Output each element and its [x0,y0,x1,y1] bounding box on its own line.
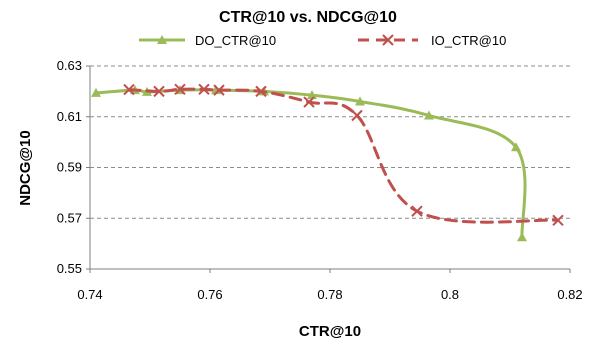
x-axis-title: CTR@10 [299,323,361,340]
data-point-io-ctr-10 [174,83,186,96]
data-point-io-ctr-10 [411,205,423,217]
y-tick-label: 0.61 [57,109,82,124]
y-tick-label: 0.57 [57,210,82,225]
data-point-io-ctr-10 [213,84,225,96]
legend-item-io-ctr-10: IO_CTR@10 [358,33,506,48]
y-tick-label: 0.55 [57,261,82,276]
data-point-do-ctr-10 [307,90,317,100]
data-point-do-ctr-10 [511,142,521,152]
legend-label-do-ctr-10: DO_CTR@10 [195,33,276,48]
series-line-do-ctr-10 [94,88,527,239]
legend-item-do-ctr-10: DO_CTR@10 [139,33,276,48]
x-tick-label: 0.76 [197,287,222,302]
x-tick-label: 0.82 [557,287,582,302]
grid-layer [90,65,570,219]
legend: DO_CTR@10 IO_CTR@10 [139,33,506,48]
data-point-io-ctr-10 [123,83,135,96]
data-point-io-ctr-10 [552,214,564,226]
x-tick-label: 0.78 [317,287,342,302]
data-point-do-ctr-10 [91,87,101,97]
legend-marker-do-ctr-10 [157,35,167,44]
legend-marker-io-ctr-10 [382,34,394,46]
legend-label-io-ctr-10: IO_CTR@10 [431,33,506,48]
y-tick-label: 0.59 [57,160,82,175]
data-point-do-ctr-10 [517,232,527,242]
y-axis-title: NDCG@10 [17,130,34,205]
data-point-io-ctr-10 [303,96,315,108]
data-point-do-ctr-10 [424,110,434,120]
x-tick-label: 0.74 [77,287,102,302]
data-point-io-ctr-10 [153,85,165,98]
y-tick-label: 0.63 [57,58,82,73]
data-point-io-ctr-10 [198,83,210,96]
chart-title: CTR@10 vs. NDCG@10 [219,9,397,26]
axis-layer: 0.55 0.57 0.59 0.61 0.63 0.74 0.76 0.78 0.8 0.82 [57,58,583,302]
series-layer [91,83,564,242]
data-point-do-ctr-10 [355,96,365,106]
series-line-io-ctr-10 [127,87,560,224]
series-io-ctr-10 [123,83,564,226]
data-point-io-ctr-10 [255,85,267,98]
data-point-io-ctr-10 [351,109,363,122]
x-tick-label: 0.8 [441,287,459,302]
